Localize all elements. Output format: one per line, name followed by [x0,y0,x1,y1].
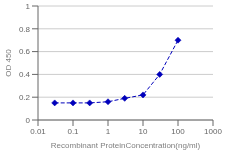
svg-text:100: 100 [171,127,185,136]
svg-text:0.01: 0.01 [30,127,46,136]
svg-text:0.1: 0.1 [67,127,79,136]
svg-text:1: 1 [26,2,31,11]
svg-text:OD 450: OD 450 [8,49,13,77]
svg-text:1: 1 [106,127,111,136]
svg-text:0: 0 [26,116,31,125]
svg-text:0.2: 0.2 [19,93,31,102]
svg-text:0.8: 0.8 [19,25,31,34]
svg-text:Recombinant ProteinConcentrati: Recombinant ProteinConcentration(ng/ml) [51,141,201,150]
svg-text:10: 10 [139,127,148,136]
svg-text:1000: 1000 [204,127,217,136]
svg-text:0.6: 0.6 [19,47,31,56]
svg-text:0.4: 0.4 [19,70,31,79]
